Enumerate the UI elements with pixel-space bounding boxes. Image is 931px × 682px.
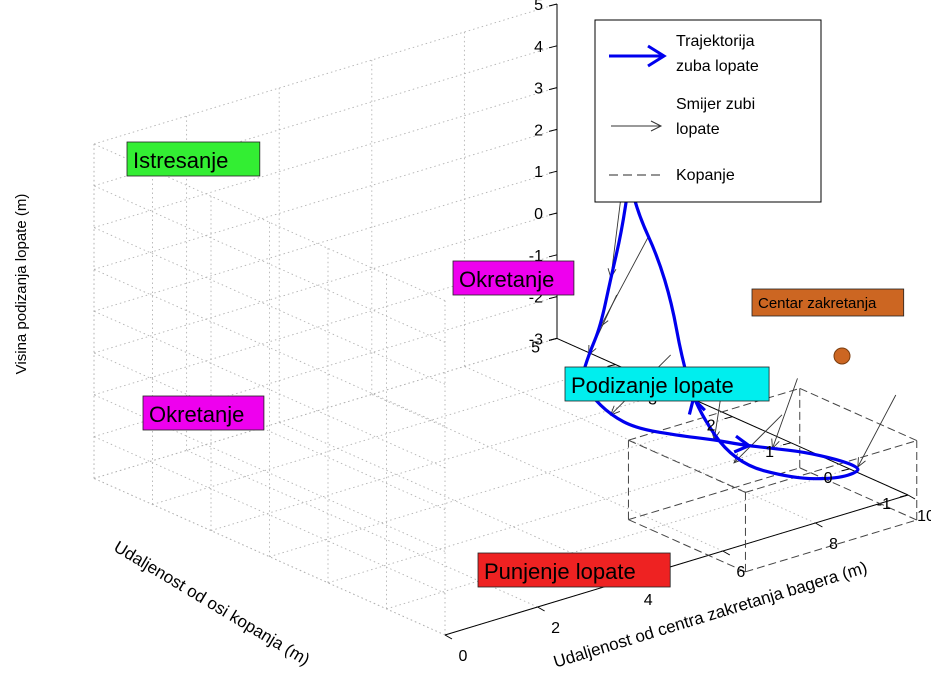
legend: Trajektorija zuba lopate Smijer zubi lop… (594, 19, 822, 203)
direction-arrow (857, 394, 897, 468)
trajectory-chevron (733, 434, 753, 454)
y-tick-label: 1 (765, 444, 774, 461)
z-tick-label: 5 (534, 0, 543, 14)
y-tick-mark (607, 364, 616, 367)
grid-line (371, 393, 723, 552)
grid-line (93, 3, 558, 145)
x-tick-label: 0 (459, 648, 468, 665)
y-tick-label: 0 (824, 470, 833, 487)
grid-line (93, 268, 446, 427)
legend-digging-label: Kopanje (676, 167, 735, 184)
z-tick-label: -3 (529, 331, 543, 348)
direction-arrow (600, 236, 649, 327)
legend-direction-line1: Smijer zubi (676, 96, 755, 113)
digging-box-edge (628, 439, 746, 493)
legend-direction-line2: lopate (676, 121, 720, 138)
legend-direction-symbol (611, 120, 663, 132)
digging-box-edge (799, 467, 917, 521)
grid-line (93, 227, 446, 385)
z-tick-mark (548, 170, 558, 174)
grid-line (152, 364, 616, 505)
legend-trajectory-line1: Trajektorija (676, 33, 755, 50)
x-axis-line (444, 494, 909, 636)
digging-box-edge (745, 440, 917, 493)
x-tick-label: 10 (917, 508, 931, 525)
grid-line (269, 416, 733, 558)
phase-label-text: Podizanje lopate (571, 373, 734, 398)
x-tick-label: 4 (644, 592, 653, 609)
z-tick-label: 1 (534, 164, 543, 181)
phase-label-box (126, 141, 261, 177)
trajectory-line (582, 179, 860, 481)
direction-arrow-head (857, 457, 866, 468)
legend-trajectory-symbol (609, 44, 667, 68)
y-tick-mark (724, 416, 733, 420)
grid-line (210, 390, 675, 532)
phase-label-text: Okretanje (149, 402, 244, 427)
direction-arrow (772, 378, 798, 449)
x-tick-mark (815, 522, 823, 528)
z-tick-mark (548, 212, 558, 216)
x-tick-mark (537, 606, 545, 612)
legend-trajectory-line2: zuba lopate (676, 58, 759, 75)
rotation-center-marker (833, 347, 851, 365)
grid-line (93, 352, 446, 511)
digging-box-edge (628, 519, 746, 573)
phase-label-text: Centar zakretanja (758, 295, 877, 312)
digging-box (627, 387, 918, 573)
x-tick-label: 2 (551, 620, 560, 637)
phase-label-box (452, 260, 575, 296)
phase-label-text: Punjenje lopate (484, 559, 636, 584)
y-tick-label: 5 (531, 339, 540, 356)
z-tick-label: 0 (534, 206, 543, 223)
legend-box (594, 19, 822, 203)
phase-label-box (564, 366, 770, 402)
z-tick-label: 2 (534, 122, 543, 139)
z-tick-mark (548, 3, 558, 7)
y-tick-mark (841, 468, 850, 472)
y-tick-mark (899, 494, 909, 498)
z-tick-label: 4 (534, 39, 543, 56)
direction-arrow (733, 414, 783, 464)
x-tick-mark (444, 634, 453, 640)
digging-box-edge (799, 387, 917, 442)
z-tick-mark (548, 45, 558, 49)
phase-label-text: Okretanje (459, 267, 554, 292)
phase-label-box (751, 288, 905, 317)
y-tick-mark (782, 442, 792, 446)
z-tick-label: 3 (534, 81, 543, 98)
x-tick-mark (722, 550, 731, 556)
digging-box-edge (745, 519, 917, 573)
z-tick-mark (548, 128, 558, 132)
x-tick-label: 6 (736, 564, 745, 581)
phase-label-box (142, 395, 265, 431)
z-tick-mark (548, 254, 558, 258)
phase-label-text: Istresanje (133, 148, 228, 173)
digging-box-edge (628, 467, 800, 521)
y-axis-label: Udaljenost od osi kopanja (m) (111, 537, 314, 669)
z-tick-mark (548, 337, 558, 341)
phase-labels: Istresanje Okretanje Podizanje lopate Okret… (126, 141, 905, 588)
z-tick-label: -1 (529, 248, 543, 265)
x-tick-label: 8 (829, 536, 838, 553)
x-tick-mark (907, 494, 916, 500)
y-tick-label: -1 (877, 496, 891, 513)
z-axis-label: Visina podizanja lopate (m) (13, 194, 30, 375)
z-tick-mark (548, 87, 558, 91)
y-tick-label: 2 (707, 418, 716, 435)
phase-label-box (477, 552, 671, 588)
grid-line (464, 365, 816, 524)
z-tick-mark (548, 296, 558, 300)
